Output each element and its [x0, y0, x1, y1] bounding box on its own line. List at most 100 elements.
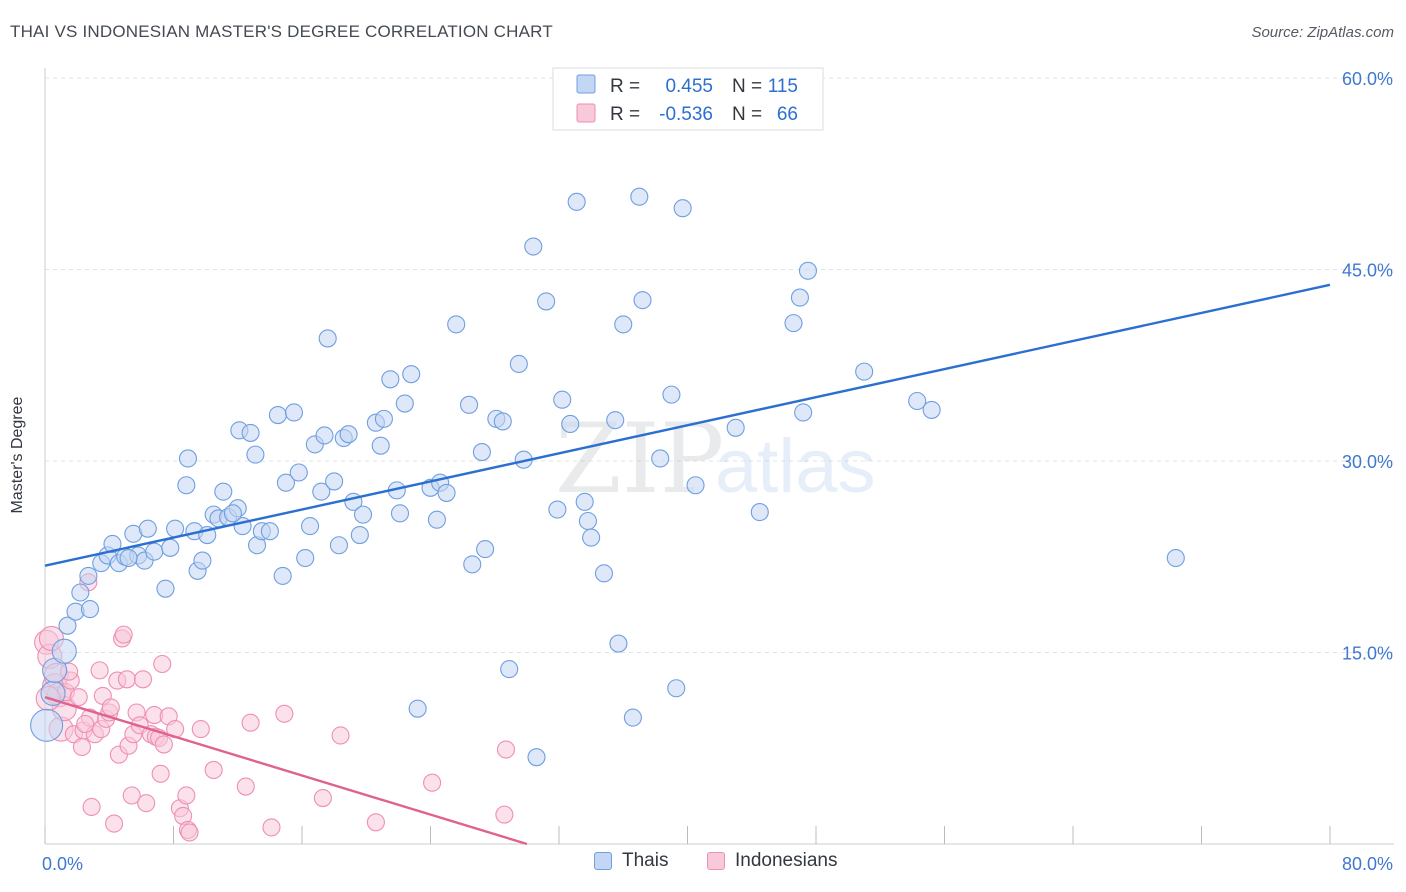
point-thais-7: [80, 600, 100, 619]
legend-label-indonesians: Indonesians: [735, 850, 838, 871]
point-thais-84: [548, 500, 567, 519]
y-tick-label-45: 45.0%: [1342, 261, 1393, 281]
point-thais-40: [268, 405, 287, 425]
point-indonesians-65: [76, 714, 95, 734]
point-thais-78: [500, 660, 519, 679]
stats-swatch-thais: [576, 74, 596, 94]
point-thais-110: [922, 400, 941, 419]
point-indonesians-41: [151, 764, 170, 783]
point-thais-90: [582, 528, 601, 547]
point-indonesians-55: [262, 818, 281, 837]
point-indonesians-23: [101, 698, 120, 717]
point-thais-82: [524, 237, 543, 256]
point-thais-18: [145, 542, 164, 561]
point-thais-21: [166, 519, 185, 538]
point-thais-68: [427, 510, 446, 529]
point-indonesians-28: [114, 625, 133, 644]
point-thais-4: [58, 616, 77, 635]
stats-n-label-thais: N =: [732, 76, 762, 97]
y-tick-label-15: 15.0%: [1342, 644, 1393, 664]
point-indonesians-31: [122, 786, 141, 805]
point-thais-96: [633, 291, 652, 310]
point-thais-93: [609, 634, 628, 653]
point-thais-97: [651, 449, 670, 468]
point-thais-8: [79, 566, 98, 585]
legend-swatch-thais: [594, 852, 612, 870]
point-thais-41: [273, 566, 292, 585]
stats-r-value-thais: 0.455: [665, 76, 713, 97]
stats-legend-box: [552, 67, 824, 131]
stats-r-value-indonesians: -0.536: [659, 104, 713, 125]
point-thais-111: [1166, 548, 1185, 568]
point-thais-91: [594, 564, 614, 583]
tick-labels: 15.0% 30.0% 45.0% 60.0% 0.0% 80.0%: [42, 69, 1393, 874]
point-thais-54: [339, 425, 358, 444]
point-thais-11: [103, 534, 122, 554]
watermark: ZIP atlas: [555, 403, 876, 515]
point-thais-43: [284, 403, 304, 422]
point-thais-3: [51, 638, 77, 664]
point-thais-22: [177, 476, 196, 495]
point-thais-113: [223, 504, 242, 523]
stats-n-label-indonesians: N =: [732, 104, 762, 125]
point-indonesians-57: [313, 788, 332, 808]
trend-lines: [44, 283, 1331, 846]
trend-line-indonesians: [44, 696, 528, 846]
point-thais-60: [374, 409, 393, 428]
point-indonesians-56: [275, 704, 294, 723]
point-indonesians-16: [82, 797, 101, 817]
point-indonesians-24: [105, 814, 124, 833]
point-thais-48: [312, 482, 331, 501]
point-thais-79: [509, 354, 528, 374]
legend-item-thais[interactable]: Thais: [594, 850, 668, 872]
point-indonesians-60: [423, 773, 442, 792]
series-indonesians: [34, 573, 516, 842]
stats-n-value-thais: 115: [768, 76, 798, 97]
legend-item-indonesians[interactable]: Indonesians: [707, 850, 837, 872]
watermark-atlas: atlas: [715, 424, 876, 509]
point-thais-70: [437, 483, 456, 502]
stats-swatch-indonesians: [576, 103, 596, 123]
point-indonesians-48: [177, 786, 196, 805]
point-thais-72: [459, 395, 479, 414]
point-thais-89: [578, 511, 597, 531]
point-thais-19: [156, 579, 175, 598]
stats-r-label-indonesians: R =: [610, 104, 640, 125]
point-thais-95: [623, 708, 642, 727]
point-thais-36: [246, 445, 265, 464]
point-indonesians-61: [495, 805, 514, 824]
point-thais-94: [614, 315, 633, 334]
point-thais-99: [667, 679, 686, 698]
point-indonesians-50: [180, 823, 199, 842]
point-indonesians-53: [236, 777, 255, 796]
point-thais-39: [260, 522, 279, 541]
point-thais-57: [353, 505, 373, 524]
point-thais-100: [673, 199, 692, 218]
point-indonesians-62: [496, 740, 516, 759]
point-thais-35: [241, 423, 260, 442]
point-thais-26: [193, 551, 212, 570]
point-thais-92: [606, 411, 625, 430]
point-thais-59: [371, 436, 390, 455]
point-thais-81: [527, 748, 546, 767]
point-thais-85: [553, 390, 572, 409]
stats-n-value-indonesians: 66: [777, 104, 798, 125]
legend-label-thais: Thais: [622, 850, 669, 871]
point-thais-61: [381, 370, 400, 389]
point-thais-106: [794, 403, 813, 422]
trend-line-thais: [44, 283, 1331, 567]
point-thais-64: [395, 394, 414, 413]
stats-r-label-thais: R =: [610, 76, 640, 97]
point-thais-45: [296, 548, 315, 568]
y-tick-label-60: 60.0%: [1342, 69, 1393, 89]
point-thais-46: [300, 517, 320, 536]
point-thais-83: [537, 292, 556, 311]
point-thais-6: [71, 583, 90, 602]
point-thais-71: [447, 315, 466, 334]
point-indonesians-36: [137, 794, 156, 813]
point-thais-49: [315, 426, 334, 445]
point-thais-66: [408, 699, 427, 718]
series-legend: Thais Indonesians: [0, 850, 1406, 878]
point-thais-87: [567, 192, 586, 211]
point-thais-65: [402, 365, 421, 384]
